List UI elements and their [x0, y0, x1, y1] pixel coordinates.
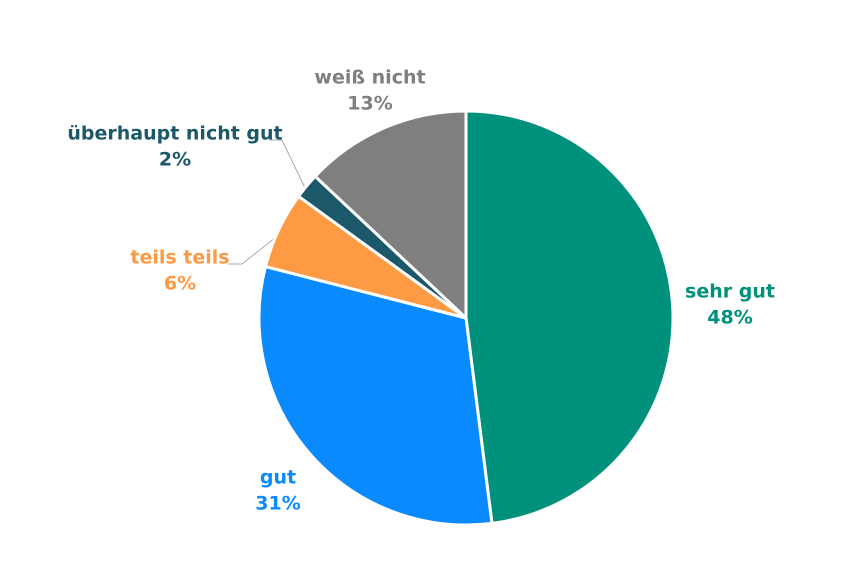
leader-line [270, 139, 307, 191]
slice-label: teils teils [130, 247, 229, 269]
value-label: 13% [347, 93, 392, 115]
pie-slice [464, 109, 675, 526]
slice-label: weiß nicht [314, 67, 425, 89]
value-label: 2% [159, 149, 191, 171]
slice-label: gut [260, 467, 296, 489]
value-label: 48% [707, 307, 752, 329]
pie-slice [312, 109, 468, 322]
value-label: 31% [255, 493, 300, 515]
leader-line [228, 233, 281, 265]
pie-slice [257, 264, 494, 527]
value-label: 6% [164, 273, 196, 295]
slice-label: überhaupt nicht gut [67, 123, 282, 145]
slice-label: sehr gut [685, 281, 775, 303]
